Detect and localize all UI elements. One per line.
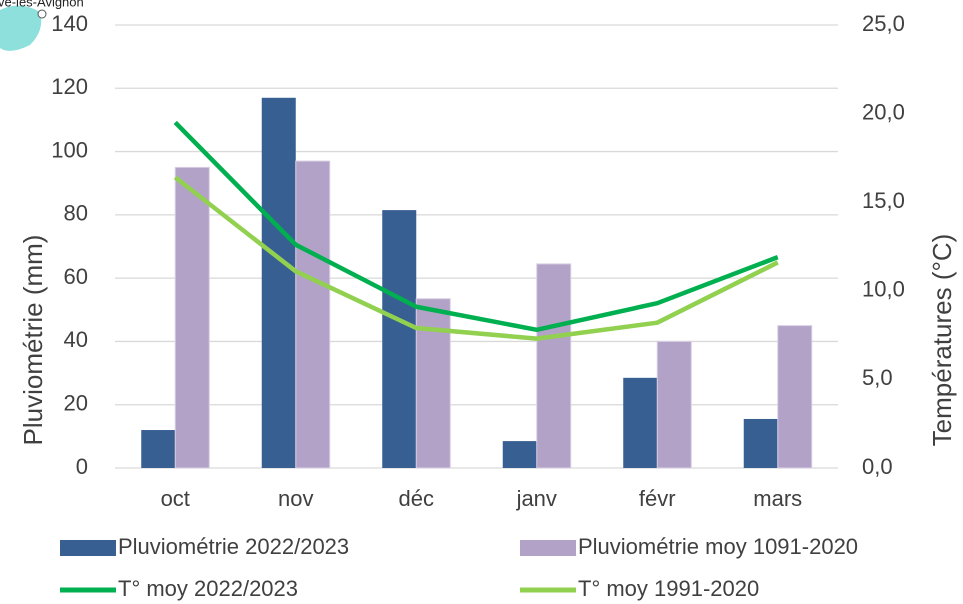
y2-tick-label: 10,0 (862, 277, 905, 302)
y2-tick-label: 15,0 (862, 188, 905, 213)
legend-label: T° moy 2022/2023 (118, 576, 298, 601)
y-tick-label: 0 (76, 454, 88, 479)
y-tick-label: 40 (64, 327, 88, 352)
x-tick-label: nov (278, 486, 313, 511)
y2-tick-label: 25,0 (862, 11, 905, 36)
bar (415, 298, 451, 469)
bar (623, 377, 658, 468)
annotation: ve-lès-Avignon (0, 0, 84, 9)
legend-label: T° moy 1991-2020 (578, 576, 759, 601)
y-tick-label: 20 (64, 391, 88, 416)
y2-tick-label: 0,0 (862, 454, 893, 479)
bar (656, 340, 692, 469)
y2-tick-label: 20,0 (862, 99, 905, 124)
legend-swatch (520, 540, 576, 556)
y2-axis-label: Températures (°C) (927, 234, 957, 447)
y-tick-label: 120 (51, 74, 88, 99)
bar (743, 418, 778, 468)
bar (382, 210, 417, 468)
bar (502, 441, 537, 468)
bar (141, 430, 176, 468)
bar (295, 160, 331, 469)
y-tick-label: 140 (51, 11, 88, 36)
x-tick-label: oct (161, 486, 190, 511)
legend-swatch (60, 540, 116, 556)
y-tick-label: 60 (64, 264, 88, 289)
x-tick-label: févr (639, 486, 676, 511)
line-series (173, 120, 779, 333)
map-marker (37, 9, 47, 19)
bar (261, 97, 296, 469)
bar (174, 166, 210, 469)
legend-label: Pluviométrie moy 1091-2020 (578, 534, 858, 559)
x-tick-label: mars (753, 486, 802, 511)
y-tick-label: 80 (64, 201, 88, 226)
x-tick-label: janv (516, 486, 557, 511)
bar (777, 325, 813, 469)
line-series (173, 175, 779, 341)
legend-label: Pluviométrie 2022/2023 (118, 534, 349, 559)
map-blob (0, 5, 42, 51)
x-tick-label: déc (399, 486, 434, 511)
y-tick-label: 100 (51, 137, 88, 162)
y-axis-label: Pluviométrie (mm) (18, 235, 48, 446)
y2-tick-label: 5,0 (862, 365, 893, 390)
bar (536, 263, 572, 469)
